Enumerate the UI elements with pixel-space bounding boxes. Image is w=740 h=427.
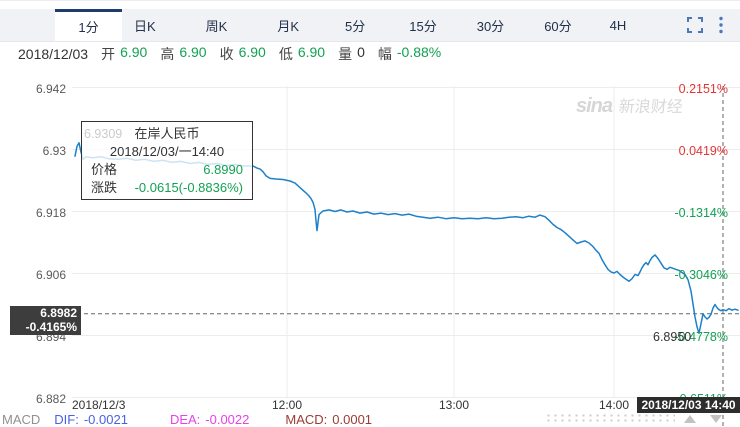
sina-logo: sina [576,95,613,117]
percent-tick-label: 0.0419% [678,143,728,158]
tooltip-time: 2018/12/03/一14:40 [109,144,225,159]
price-tick-label: 6.93 [42,143,66,158]
macd-dea: DEA: -0.0022 [170,412,249,427]
crosshair-time-badge: 2018/12/03 14:40 [637,397,740,413]
sina-watermark: sina 新浪财经 [576,93,684,118]
tab-day-k[interactable]: 日K [134,18,156,34]
volume-value: 0 [357,44,365,60]
close-label: 收 [219,46,234,62]
x-axis-14h-label: 14:00 [598,398,630,412]
scrollbar-dots-handle[interactable] [545,413,675,423]
dif-value: -0.0021 [83,411,128,427]
tab-week-k[interactable]: 周K [205,18,228,34]
x-axis-12h-label: 12:00 [271,398,303,412]
tab-4h[interactable]: 4H [609,17,627,33]
tab-30min[interactable]: 30分 [476,18,505,34]
macd-title: MACD [2,411,41,427]
range-label: 幅 [377,46,392,62]
percent-tick-label: -0.1314% [674,205,728,220]
price-tick-label: 6.906 [35,267,66,282]
current-price-pct: -0.4165% [25,319,77,334]
scroll-down-icon[interactable] [710,415,722,423]
kebab-menu-icon[interactable] [718,16,724,34]
tab-month-k[interactable]: 月K [277,18,300,34]
session-high-faint-label: 6.9309 [84,127,123,141]
tab-15min[interactable]: 15分 [409,18,437,34]
tooltip-price-label: 价格 [91,162,118,177]
tab-60min[interactable]: 60分 [544,18,572,34]
dea-label: DEA: [169,411,201,427]
low-label: 低 [278,46,293,62]
x-axis-13h-label: 13:00 [438,398,470,412]
percent-tick-label: -0.3046% [674,267,728,282]
tooltip-price-value: 6.8990 [203,162,243,177]
scroll-up-icon[interactable] [684,415,696,423]
tab-1min[interactable]: 1分 [55,9,122,41]
price-tick-label: 6.942 [35,81,66,96]
session-low-label: 6.8950 [653,330,692,344]
open-label: 开 [101,46,116,62]
quote-date: 2018/12/03 [18,46,89,62]
tooltip-change-label: 涨跌 [91,180,118,195]
sina-watermark-text: 新浪财经 [617,99,684,116]
dif-label: DIF: [54,411,79,427]
tab-5min[interactable]: 5分 [345,18,366,34]
current-price-value: 6.8982 [40,306,77,320]
x-axis-date-label: 2018/12/3 [72,398,126,412]
open-value: 6.90 [120,44,148,60]
high-label: 高 [160,46,175,62]
macd-indicator-bar: MACD DIF: -0.0021 DEA: -0.0022 MACD: 0.0001 [0,411,740,427]
close-value: 6.90 [238,44,266,60]
fullscreen-icon[interactable] [687,17,703,33]
range-value: -0.88% [396,44,442,60]
low-value: 6.90 [297,44,326,60]
tooltip-title: 在岸人民币 [134,126,200,141]
dea-value: -0.0022 [205,411,250,427]
tabbar-actions [687,16,740,34]
high-value: 6.90 [179,44,207,60]
volume-label: 量 [338,46,353,62]
macd-value: 0.0001 [332,411,373,427]
price-tick-label: 6.882 [35,391,66,406]
price-tick-label: 6.918 [35,205,66,220]
macd-macd: MACD: 0.0001 [285,412,372,427]
percent-tick-label: 0.2151% [678,81,728,96]
macd-dif: DIF: -0.0021 [54,412,128,427]
current-price-badge: 6.8982 -0.4165% [10,306,81,335]
macd-value-label: MACD: [285,411,328,427]
tooltip-change-value: -0.0615(-0.8836%) [134,180,243,195]
period-tabbar: 1分 日K 周K 月K 5分 15分 30分 60分 4H [0,9,740,42]
